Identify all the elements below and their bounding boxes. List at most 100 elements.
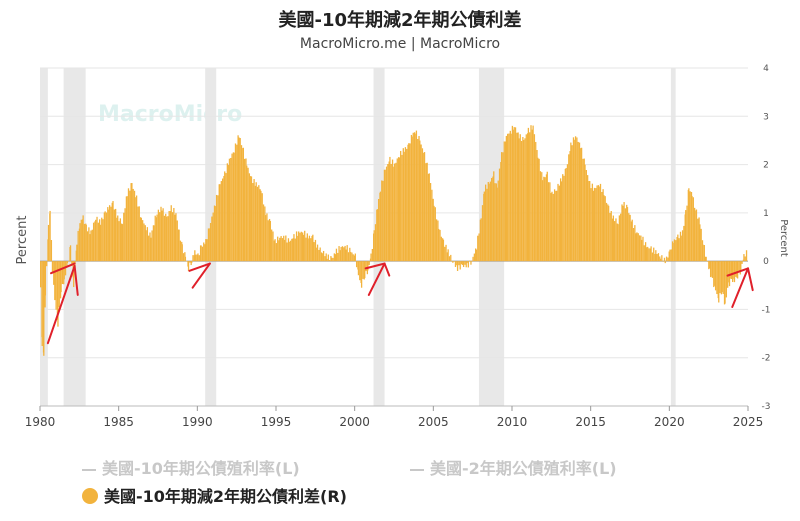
spread-bar <box>539 171 542 262</box>
spread-bar <box>298 231 300 262</box>
spread-bar <box>345 249 347 262</box>
spread-bar <box>297 235 299 262</box>
spread-bar <box>733 261 736 283</box>
spread-bar <box>626 204 628 262</box>
spread-bar <box>677 234 679 262</box>
spread-bar <box>589 181 591 262</box>
spread-bar <box>555 190 557 262</box>
spread-bar <box>591 183 594 262</box>
legend-item-10y-yield[interactable]: 美國-10年期公債殖利率(L) <box>82 455 300 479</box>
spread-bar <box>324 256 326 262</box>
spread-bar <box>525 134 527 262</box>
spread-bar <box>415 130 418 262</box>
spread-bar <box>439 229 441 262</box>
spread-bar <box>295 231 298 262</box>
spread-bar <box>382 180 384 262</box>
spread-bar <box>82 215 84 262</box>
spread-bar <box>736 261 739 279</box>
spread-bar <box>68 260 70 262</box>
spread-bar <box>700 228 702 262</box>
spread-bar <box>725 261 728 298</box>
spread-bar <box>212 212 214 262</box>
red-arrow-stroke <box>50 262 76 275</box>
chart-title: 美國-10年期減2年期公債利差 <box>278 10 522 31</box>
spread-bar <box>541 180 544 262</box>
spread-bar <box>603 195 605 262</box>
spread-bar <box>159 212 161 262</box>
legend-item-2y-yield[interactable]: 美國-2年期公債殖利率(L) <box>410 455 617 479</box>
spread-bar <box>699 224 701 262</box>
spread-bar <box>681 230 684 262</box>
spread-bar <box>232 152 235 262</box>
spread-bar <box>219 184 221 262</box>
spread-bar <box>617 224 619 262</box>
spread-bar <box>292 238 294 262</box>
spread-bar <box>486 188 488 262</box>
spread-bar <box>508 133 510 262</box>
spread-bar <box>90 230 92 262</box>
spread-bar <box>406 148 408 262</box>
spread-bar <box>246 165 248 262</box>
spread-bar <box>595 188 597 262</box>
red-arrow-stroke <box>46 264 76 345</box>
spread-bar <box>320 252 323 262</box>
spread-bar <box>346 245 348 262</box>
spread-bar <box>669 249 671 262</box>
spread-bar <box>184 256 187 262</box>
spread-bar <box>629 214 631 262</box>
spread-bar <box>475 249 478 262</box>
spread-bar <box>226 163 229 262</box>
x-tick-label: 1995 <box>261 415 292 429</box>
spread-bar <box>730 261 732 280</box>
spread-bar <box>230 157 232 262</box>
spread-bar <box>228 158 231 262</box>
spread-bar <box>616 223 618 262</box>
spread-bar <box>659 256 661 262</box>
spread-bar <box>374 224 377 262</box>
spread-bar <box>322 250 325 262</box>
spread-bar <box>326 258 328 262</box>
spread-bar <box>445 244 447 262</box>
legend-item-spread[interactable]: 美國-10年期減2年期公債利差(R) <box>82 483 347 507</box>
spread-bar <box>655 250 657 262</box>
recession-band <box>40 68 48 406</box>
spread-bar <box>667 257 669 262</box>
spread-bar <box>500 152 503 262</box>
spread-bar <box>321 253 323 262</box>
spread-bar <box>568 154 570 262</box>
spread-bar <box>390 163 392 262</box>
spread-bar <box>549 182 551 262</box>
spread-bar <box>697 218 699 262</box>
spread-bar <box>461 261 463 266</box>
spread-bar <box>643 245 645 262</box>
spread-bar <box>579 148 581 262</box>
spread-bar <box>367 261 369 271</box>
spread-bar <box>54 261 56 301</box>
spread-bar <box>547 182 550 262</box>
spread-bar <box>610 211 612 262</box>
spread-bar <box>541 172 543 262</box>
spread-bar <box>357 261 360 276</box>
spread-bar <box>319 247 321 262</box>
legend-label: 美國-10年期公債殖利率(L) <box>102 459 300 478</box>
spread-bar <box>247 167 249 262</box>
spread-bar <box>529 132 531 262</box>
spread-bar <box>393 166 395 262</box>
spread-bar <box>745 250 748 262</box>
spread-bar <box>698 217 700 262</box>
spread-bar <box>675 240 677 262</box>
spread-bar <box>205 239 207 262</box>
spread-bar <box>661 255 663 262</box>
spread-bar <box>417 138 419 262</box>
spread-bar <box>121 223 123 262</box>
spread-bar <box>248 173 251 262</box>
spread-bar <box>239 138 241 262</box>
spread-bar <box>705 256 707 262</box>
spread-bar <box>333 253 335 262</box>
y-tick-label: 1 <box>763 209 769 219</box>
spread-bar <box>221 178 224 262</box>
red-arrow-stroke <box>73 264 79 296</box>
annotation-arrows <box>46 262 754 345</box>
spread-bar <box>496 187 498 262</box>
spread-bar <box>638 235 641 262</box>
